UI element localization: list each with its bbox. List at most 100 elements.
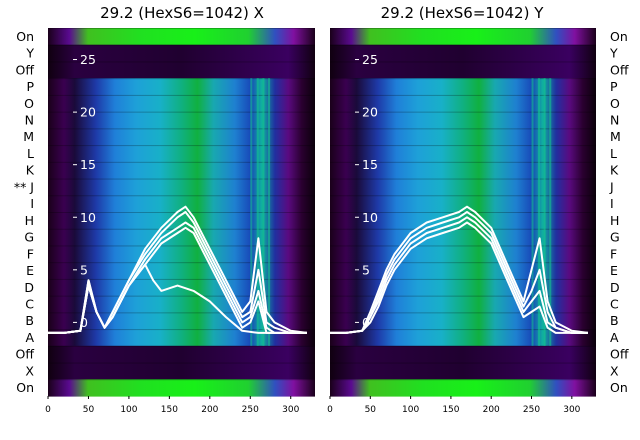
heat-band (48, 195, 315, 213)
row-label: N (610, 113, 619, 128)
x-tick-label: 300 (282, 405, 299, 415)
heat-band (48, 295, 315, 313)
row-separator (330, 94, 596, 96)
row-separator (48, 379, 315, 381)
x-tick-label: 150 (442, 405, 459, 415)
row-separator (48, 61, 315, 63)
row-separator (330, 78, 596, 80)
heat-band (48, 78, 315, 96)
heat-band (330, 312, 596, 330)
row-label: On (16, 29, 34, 44)
row-label: F (610, 246, 617, 261)
heat-band (48, 28, 315, 46)
row-separator (330, 212, 596, 213)
row-label: P (26, 79, 34, 94)
y-tick-label: 25 (80, 52, 96, 67)
row-label: ** J (14, 179, 34, 194)
heat-band (48, 379, 315, 397)
row-label: Off (16, 62, 35, 77)
heat-band (48, 212, 315, 230)
y-tick-label: 10 (362, 210, 378, 225)
heat-band (48, 61, 315, 79)
heat-band (48, 44, 315, 63)
y-tick-label: 15 (362, 157, 378, 172)
heat-band (48, 111, 315, 129)
heat-band (48, 128, 315, 146)
row-label: M (23, 129, 34, 144)
row-label: L (610, 146, 617, 161)
row-separator (48, 295, 315, 297)
x-tick-label: 200 (483, 405, 500, 415)
chart-title-x: 29.2 (HexS6=1042) X (100, 4, 264, 22)
row-label: O (24, 96, 34, 111)
trace-line (48, 263, 307, 334)
traces-y (330, 205, 589, 334)
heat-streak (262, 78, 265, 346)
x-tick-label: 50 (365, 405, 377, 415)
row-separator (330, 262, 596, 264)
row-label: Off (610, 347, 629, 362)
row-separator (48, 312, 315, 314)
heat-streak (543, 78, 546, 346)
x-tick-label: 200 (201, 405, 218, 415)
x-tick-label: 300 (563, 405, 580, 415)
trace-line (330, 221, 588, 334)
x-tick-label: 50 (83, 405, 95, 415)
row-label: B (25, 313, 34, 328)
row-separator (48, 195, 315, 197)
plot-area-y (330, 28, 596, 397)
row-separator (48, 78, 315, 80)
row-label: J (609, 179, 614, 194)
row-separator (330, 329, 596, 331)
row-separator (330, 145, 596, 147)
row-label: K (610, 163, 619, 178)
row-label: Y (609, 46, 618, 61)
heat-band (330, 145, 596, 163)
heat-streak (549, 78, 552, 346)
row-separator (48, 145, 315, 147)
x-tick-label: 250 (523, 405, 540, 415)
row-separator (330, 278, 596, 280)
row-separator (330, 111, 596, 113)
x-ticks-y: 0 50 100 150 200 250 300 (327, 396, 581, 415)
heat-band (48, 94, 315, 113)
heat-streak (250, 78, 253, 346)
row-label: On (610, 29, 628, 44)
heat-band (48, 145, 315, 163)
row-label: C (610, 297, 619, 312)
heat-streak (256, 78, 259, 346)
row-separator (330, 362, 596, 364)
heat-band (48, 161, 315, 180)
heatmap-panel-y: 29.2 (HexS6=1042) Y OnYOffPONMLKJIHGFEDC… (327, 4, 629, 415)
y-tick-label: 0 (80, 315, 88, 330)
y-tick-label: 25 (362, 52, 378, 67)
row-label: E (610, 263, 618, 278)
heat-band (330, 161, 596, 180)
row-label: E (26, 263, 34, 278)
heat-band (330, 379, 596, 397)
row-separator (48, 329, 315, 331)
heat-band (330, 111, 596, 129)
row-separator (48, 262, 315, 264)
heat-band (330, 362, 596, 380)
heat-band (330, 295, 596, 313)
row-label: F (27, 246, 34, 261)
row-label: K (26, 163, 35, 178)
row-separator (330, 245, 596, 247)
row-separator (330, 228, 596, 230)
chart-title-y: 29.2 (HexS6=1042) Y (381, 4, 545, 22)
row-label: C (25, 297, 34, 312)
trace-line (330, 205, 589, 334)
row-label: Off (610, 62, 629, 77)
heat-band (330, 345, 596, 364)
row-label: G (24, 230, 34, 245)
row-separator (48, 212, 315, 213)
row-separator (48, 44, 315, 46)
row-label: On (16, 380, 34, 395)
row-label: A (610, 330, 619, 345)
row-separator (330, 61, 596, 63)
row-label: A (25, 330, 34, 345)
